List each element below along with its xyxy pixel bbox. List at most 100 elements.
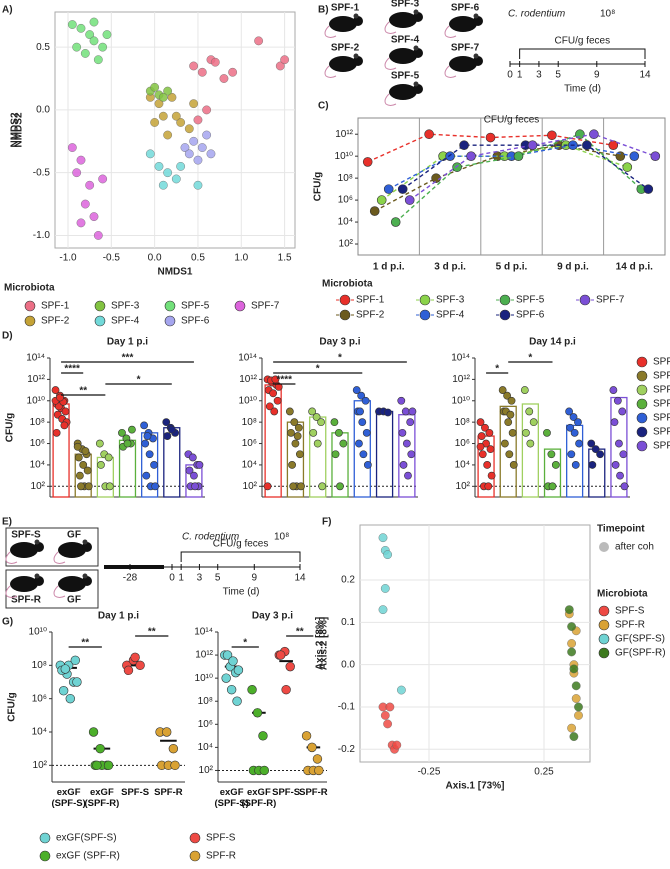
mouse-head: [34, 542, 44, 552]
point: [571, 694, 581, 703]
point: [571, 461, 580, 469]
point: [56, 393, 64, 402]
legend-label: SPF-7: [653, 441, 670, 452]
point: [154, 162, 164, 171]
legend-marker: [598, 605, 610, 617]
mouse-tail: [53, 585, 66, 598]
point: [51, 386, 60, 394]
point: [273, 396, 282, 405]
point: [77, 482, 85, 491]
point: [574, 711, 583, 720]
significance-label: **: [79, 386, 87, 397]
point: [188, 453, 197, 462]
point: [103, 760, 114, 771]
mouse-body: [389, 48, 417, 64]
bar: [543, 448, 562, 498]
chart-title: Day 3 p.i: [252, 611, 293, 622]
legend-title: Microbiota: [322, 279, 373, 290]
point: [76, 218, 86, 228]
legend-marker: [94, 315, 106, 327]
point: [312, 413, 321, 421]
point: [564, 605, 574, 615]
mouse-ear: [353, 53, 359, 59]
mouse-tail: [444, 25, 457, 38]
mouse-tail: [53, 551, 66, 564]
mouse-head: [82, 576, 92, 586]
legend-marker: [164, 300, 176, 312]
legend-label: SPF-S: [206, 833, 236, 844]
point: [294, 423, 303, 432]
point: [285, 407, 294, 416]
point: [620, 482, 629, 491]
point: [102, 30, 112, 39]
point: [309, 428, 318, 437]
y-tick-label: 10⁸: [198, 696, 213, 707]
legend-marker: [419, 309, 431, 321]
point: [72, 677, 82, 687]
point: [285, 661, 295, 672]
point: [265, 402, 274, 411]
point: [226, 684, 237, 695]
y-axis-label: Axis.2 [8%]: [315, 617, 326, 670]
point: [247, 684, 257, 695]
legend-label: SPF-2: [41, 316, 70, 327]
x-tick-label: 1.5: [278, 253, 292, 264]
timeline-label: 14: [639, 70, 651, 81]
dose-label: 10⁸: [274, 532, 289, 543]
y-tick-label: 10²: [199, 765, 214, 776]
y-tick-label: 10⁶: [338, 195, 353, 206]
point: [380, 584, 390, 593]
point: [197, 143, 207, 152]
x-tick-label: exGF (SPF-R): [84, 787, 120, 809]
legend-label: SPF-1: [41, 301, 70, 312]
legend-label: SPF-3: [653, 385, 670, 396]
y-tick-label: -0.1: [338, 702, 356, 713]
point: [522, 428, 530, 437]
bar: [353, 400, 371, 498]
point: [271, 375, 280, 384]
mouse-head: [413, 12, 423, 22]
panel-label: B): [318, 5, 329, 16]
group-label: SPF-S: [11, 530, 41, 541]
point: [401, 407, 410, 416]
point: [80, 49, 90, 58]
point: [163, 168, 173, 178]
point: [281, 684, 291, 695]
mouse-head: [413, 48, 423, 58]
mouse-tail: [5, 551, 18, 564]
point: [85, 30, 95, 39]
legend-marker: [39, 832, 51, 844]
point: [158, 180, 168, 190]
point: [61, 407, 70, 416]
point: [505, 450, 514, 459]
point: [376, 195, 387, 205]
chart-title: Day 3 p.i: [319, 337, 360, 348]
x-tick-label: 0.5: [191, 253, 205, 264]
legend-label: SPF-3: [111, 301, 140, 312]
point: [263, 482, 272, 491]
y-tick-label: 0.0: [341, 659, 355, 670]
mouse-head: [413, 84, 423, 94]
x-tick-label: -0.5: [103, 253, 121, 264]
point: [587, 439, 596, 448]
y-axis-label: CFU/g: [5, 413, 16, 442]
point: [219, 74, 229, 83]
point: [195, 461, 204, 469]
significance-label: *: [495, 364, 499, 375]
legend-label: SPF-S: [615, 606, 645, 617]
y-tick-label: 10⁴: [455, 460, 470, 471]
legend-marker: [636, 440, 648, 452]
point: [308, 407, 317, 416]
panel-label: D): [2, 331, 13, 342]
legend-label: SPF-R: [206, 851, 236, 862]
y-tick-label: 10⁶: [198, 719, 213, 730]
x-tick-label: exGF (SPF-S): [51, 787, 86, 809]
mouse-head: [353, 56, 363, 66]
point: [582, 140, 592, 150]
legend-marker: [636, 356, 648, 368]
point: [89, 17, 99, 27]
y-axis-label: Axis.2 [8%]: [319, 617, 330, 670]
legend-marker: [598, 633, 610, 645]
legend-marker: [39, 850, 51, 862]
point: [402, 439, 411, 448]
